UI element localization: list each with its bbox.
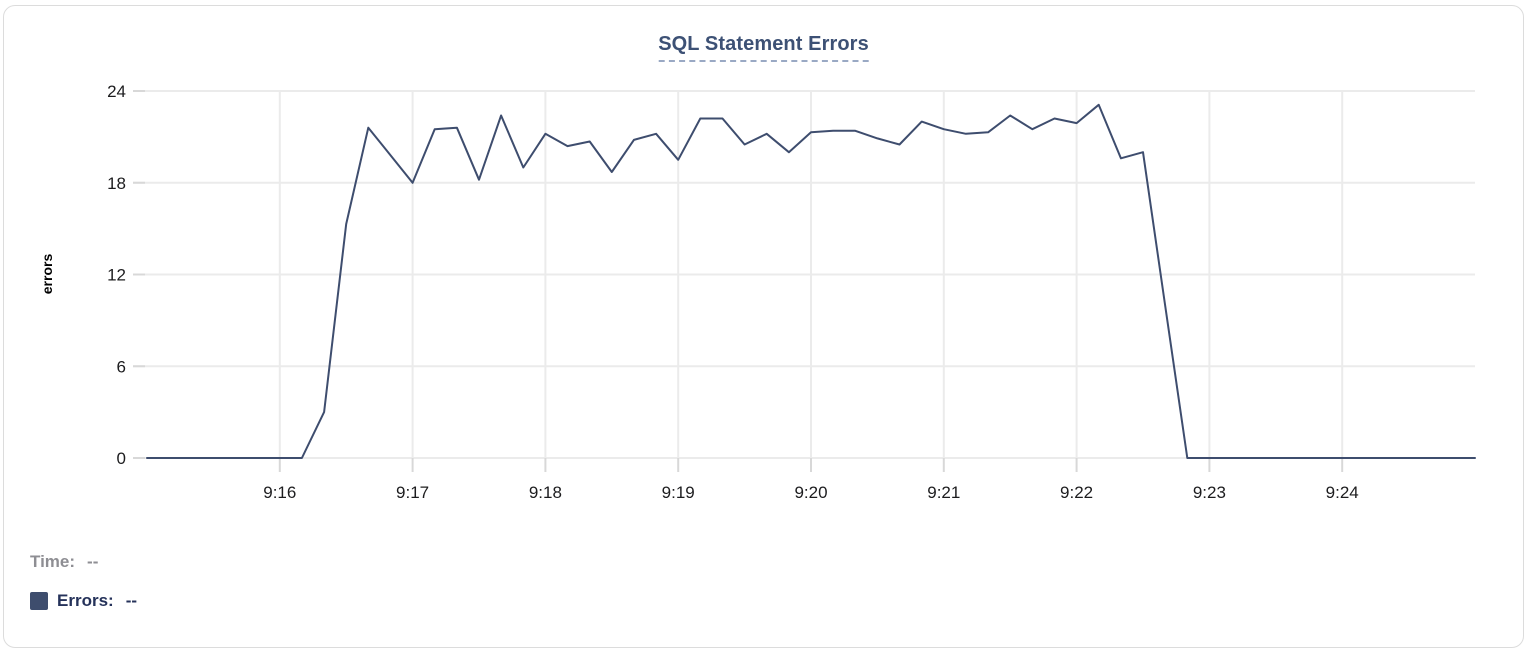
y-axis-title: errors — [39, 254, 55, 295]
line-chart[interactable]: 0 6 12 18 24 9:16 9:17 9:18 9:19 9:20 9:21 9:22 9:23… — [4, 6, 1528, 516]
x-tick-label: 9:17 — [396, 483, 429, 502]
x-tick-label: 9:23 — [1193, 483, 1226, 502]
x-tick-label: 9:18 — [529, 483, 562, 502]
errors-series-line — [146, 103, 1476, 459]
x-tick-label: 9:19 — [662, 483, 695, 502]
y-tick-label: 6 — [117, 357, 126, 376]
x-tick-label: 9:21 — [927, 483, 960, 502]
chart-card: SQL Statement Errors 0 6 12 18 24 9:16 9:17 9:1… — [3, 5, 1524, 648]
hover-readout-time: Time: -- — [30, 552, 98, 572]
y-tick-label: 12 — [107, 266, 126, 285]
time-label: Time: — [30, 552, 76, 571]
time-value: -- — [87, 552, 99, 571]
chart-title[interactable]: SQL Statement Errors — [658, 33, 869, 62]
errors-legend-swatch — [30, 592, 48, 610]
x-tick-label: 9:16 — [263, 483, 296, 502]
x-tick-label: 9:20 — [794, 483, 827, 502]
x-tick-label: 9:24 — [1326, 483, 1359, 502]
hover-readout-errors: Errors: -- — [30, 591, 137, 611]
errors-label: Errors: — [57, 591, 114, 610]
y-tick-label: 0 — [117, 449, 126, 468]
x-tick-label: 9:22 — [1060, 483, 1093, 502]
errors-value: -- — [125, 591, 138, 610]
y-tick-label: 18 — [107, 174, 126, 193]
y-tick-label: 24 — [107, 82, 126, 101]
